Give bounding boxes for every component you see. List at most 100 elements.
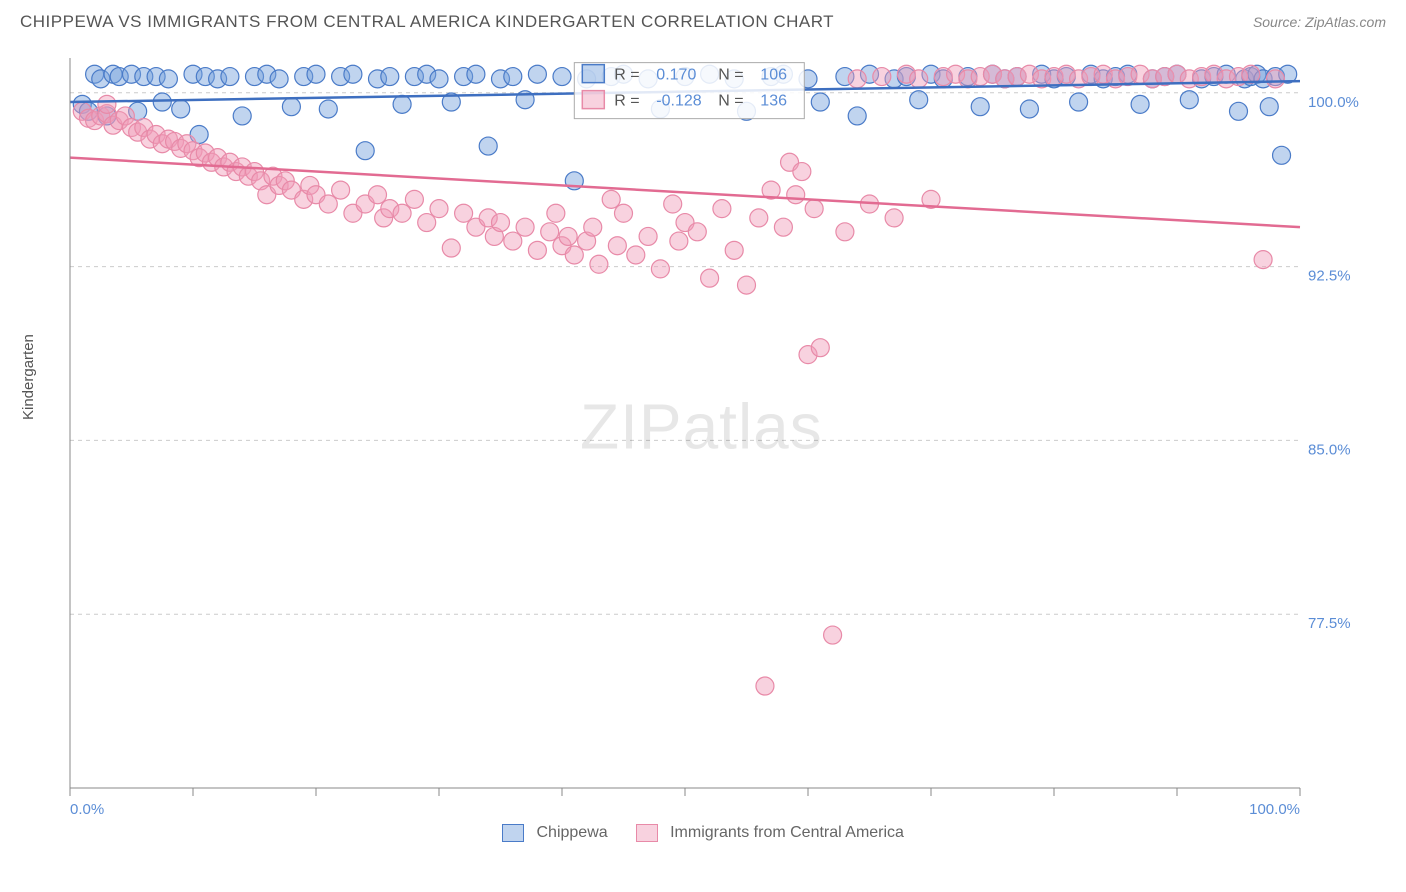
data-point (836, 223, 854, 241)
data-point (282, 98, 300, 116)
stats-n-value: 106 (760, 67, 787, 84)
data-point (701, 269, 719, 287)
data-point (467, 65, 485, 83)
y-tick-label: 100.0% (1308, 94, 1359, 111)
stats-r-label: R = (614, 67, 639, 84)
data-point (1180, 91, 1198, 109)
data-point (805, 200, 823, 218)
data-point (307, 65, 325, 83)
data-point (559, 227, 577, 245)
chart-title: CHIPPEWA VS IMMIGRANTS FROM CENTRAL AMER… (20, 12, 834, 32)
data-point (442, 239, 460, 257)
data-point (725, 241, 743, 259)
data-point (873, 68, 891, 86)
stats-r-value: 0.170 (656, 67, 696, 84)
data-point (405, 190, 423, 208)
data-point (233, 107, 251, 125)
scatter-plot: 77.5% 85.0% 92.5% 100.0% ZIPatlas 0.0% 100.0% R… (60, 48, 1360, 818)
bottom-legend: Chippewa Immigrants from Central America (0, 824, 1406, 842)
data-point (319, 195, 337, 213)
data-point (381, 68, 399, 86)
data-point (824, 626, 842, 644)
data-point (811, 339, 829, 357)
x-tick-label: 0.0% (70, 801, 104, 818)
data-point (221, 68, 239, 86)
data-point (885, 209, 903, 227)
legend-item-chippewa: Chippewa (502, 824, 608, 842)
stats-r-label: R = (614, 93, 639, 110)
data-point (615, 204, 633, 222)
data-point (455, 204, 473, 222)
data-point (627, 246, 645, 264)
data-point (664, 195, 682, 213)
legend-label-immigrants: Immigrants from Central America (670, 824, 904, 841)
source-label: Source: ZipAtlas.com (1253, 14, 1386, 30)
legend-label-chippewa: Chippewa (537, 824, 608, 841)
data-point (602, 190, 620, 208)
data-point (344, 65, 362, 83)
data-point (504, 232, 522, 250)
y-tick-label: 77.5% (1308, 615, 1351, 632)
data-point (547, 204, 565, 222)
data-point (430, 70, 448, 88)
data-point (787, 186, 805, 204)
data-point (430, 200, 448, 218)
data-point (910, 70, 928, 88)
chart-area: 77.5% 85.0% 92.5% 100.0% ZIPatlas 0.0% 100.0% R… (60, 48, 1386, 818)
y-tick-label: 92.5% (1308, 268, 1351, 285)
x-tick-label: 100.0% (1249, 801, 1300, 818)
data-point (159, 70, 177, 88)
data-point (153, 93, 171, 111)
data-point (565, 246, 583, 264)
swatch-chippewa (502, 824, 524, 842)
data-point (270, 70, 288, 88)
data-point (319, 100, 337, 118)
data-point (553, 68, 571, 86)
stats-n-label: N = (718, 67, 743, 84)
data-point (393, 204, 411, 222)
data-point (750, 209, 768, 227)
data-point (516, 218, 534, 236)
data-point (584, 218, 602, 236)
stats-n-label: N = (718, 93, 743, 110)
data-point (738, 276, 756, 294)
data-point (651, 260, 669, 278)
stats-n-value: 136 (760, 93, 787, 110)
data-point (756, 677, 774, 695)
swatch-immigrants (636, 824, 658, 842)
data-point (774, 218, 792, 236)
y-axis-label: Kindergarten (20, 334, 37, 420)
watermark: ZIPatlas (580, 390, 823, 462)
data-point (356, 142, 374, 160)
data-point (1273, 146, 1291, 164)
data-point (1070, 93, 1088, 111)
legend-item-immigrants: Immigrants from Central America (636, 824, 904, 842)
data-point (504, 68, 522, 86)
data-point (688, 223, 706, 241)
data-point (1260, 98, 1278, 116)
data-point (1131, 95, 1149, 113)
data-point (393, 95, 411, 113)
data-point (590, 255, 608, 273)
data-point (713, 200, 731, 218)
data-point (910, 91, 928, 109)
data-point (608, 237, 626, 255)
data-point (528, 241, 546, 259)
data-point (418, 214, 436, 232)
data-point (670, 232, 688, 250)
data-point (172, 100, 190, 118)
data-point (1020, 100, 1038, 118)
data-point (332, 181, 350, 199)
data-point (848, 107, 866, 125)
stats-swatch (582, 65, 604, 83)
stats-swatch (582, 91, 604, 109)
data-point (1254, 251, 1272, 269)
data-point (848, 70, 866, 88)
y-tick-label: 85.0% (1308, 441, 1351, 458)
data-point (811, 93, 829, 111)
data-point (971, 98, 989, 116)
data-point (528, 65, 546, 83)
data-point (1242, 65, 1260, 83)
data-point (541, 223, 559, 241)
data-point (1266, 70, 1284, 88)
